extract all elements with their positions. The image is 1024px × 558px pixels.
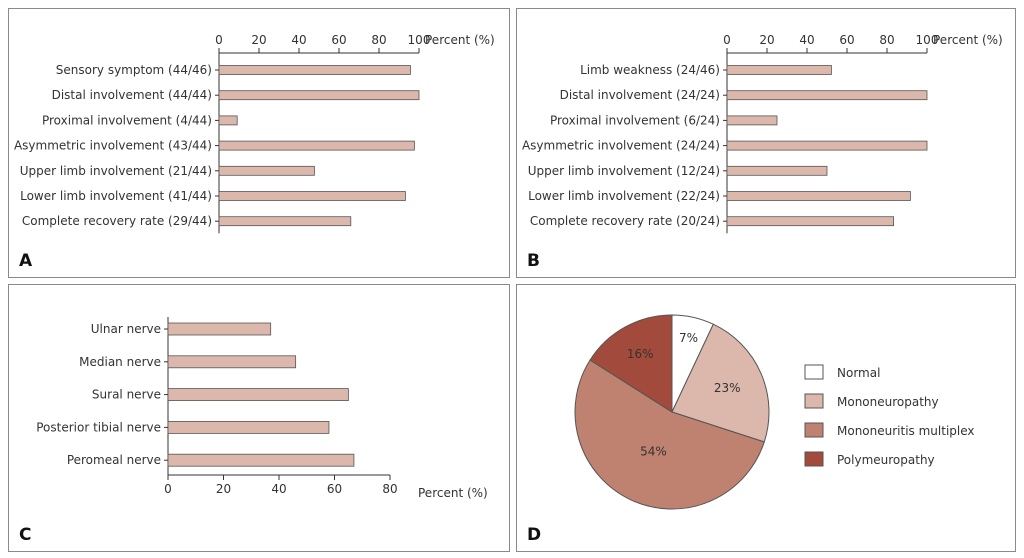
pie-slice xyxy=(671,323,770,443)
category-label-a: Distal involvement (44/44) xyxy=(52,88,212,102)
category-label-a: Sensory symptom (44/46) xyxy=(56,63,212,77)
x-tick-label-a: 100 xyxy=(408,33,431,47)
pie-slice-label: 7% xyxy=(679,331,698,345)
bar-a xyxy=(218,191,406,201)
x-tick-label-c: 40 xyxy=(271,482,286,496)
bar-c xyxy=(167,322,272,336)
bar-b xyxy=(726,216,895,227)
bar-b xyxy=(726,140,928,151)
bar-a xyxy=(218,216,352,227)
bar-c xyxy=(167,355,297,369)
pie-slice-label: 54% xyxy=(640,444,667,458)
category-label-b: Limb weakness (24/46) xyxy=(580,63,720,77)
bar-b xyxy=(726,90,928,101)
bar-b xyxy=(726,115,778,126)
legend-label: Mononeuropathy xyxy=(837,395,939,409)
category-label-c: Sural nerve xyxy=(92,388,161,402)
x-axis-label-b: Percent (%) xyxy=(933,33,1003,47)
pie-slice xyxy=(574,359,765,510)
panel-a: 0 20 40 60 80 100 Percent (%) Sensory symptom (… xyxy=(8,8,510,278)
x-tick-label-a: 60 xyxy=(331,33,346,47)
category-label-c: Posterior tibial nerve xyxy=(36,420,161,434)
bar-a xyxy=(218,140,415,151)
bar-a xyxy=(218,165,315,176)
category-label-b: Proximal involvement (6/24) xyxy=(550,113,720,127)
bar-b xyxy=(726,165,828,176)
pie-slice-label: 23% xyxy=(714,381,741,395)
category-label-a: Complete recovery rate (29/44) xyxy=(22,214,212,228)
x-tick-label-b: 60 xyxy=(839,33,854,47)
x-tick-label-a: 40 xyxy=(291,33,306,47)
category-label-a: Asymmetric involvement (43/44) xyxy=(14,139,212,153)
category-label-a: Proximal involvement (4/44) xyxy=(42,113,212,127)
category-label-c: Peromeal nerve xyxy=(67,453,161,467)
x-tick-label-c: 20 xyxy=(216,482,231,496)
legend-label: Normal xyxy=(837,366,880,380)
category-label-a: Lower limb involvement (41/44) xyxy=(20,189,212,203)
bar-b xyxy=(726,65,832,75)
legend-swatch xyxy=(804,393,824,409)
x-tick-label-b: 20 xyxy=(759,33,774,47)
bar-a xyxy=(218,115,238,126)
panel-label-c: C xyxy=(19,525,32,545)
category-label-b: Complete recovery rate (20/24) xyxy=(530,214,720,228)
bar-c xyxy=(167,453,355,467)
category-label-b: Lower limb involvement (22/24) xyxy=(528,189,720,203)
x-tick-label-a: 0 xyxy=(215,33,223,47)
legend-swatch xyxy=(804,364,824,380)
panel-d: 7% 23% 54% 16% Normal Mononeuropathy Mononeuri… xyxy=(516,284,1016,552)
bar-c xyxy=(167,388,349,401)
x-tick-label-c: 80 xyxy=(382,482,397,496)
x-tick-label-a: 20 xyxy=(251,33,266,47)
pie-slice xyxy=(589,314,673,413)
legend-swatch xyxy=(804,422,824,438)
category-label-c: Ulnar nerve xyxy=(91,322,161,336)
legend-label: Polymeuropathy xyxy=(837,453,935,467)
legend-label: Mononeuritis multiplex xyxy=(837,424,975,438)
category-label-a: Upper limb involvement (21/44) xyxy=(20,164,212,178)
panel-c: 0 20 40 60 80 Percent (%) Ulnar nerve Median ne… xyxy=(8,284,510,552)
legend-swatch xyxy=(804,451,824,467)
bar-a xyxy=(218,90,420,101)
panel-label-d: D xyxy=(527,525,542,545)
x-tick-label-b: 40 xyxy=(799,33,814,47)
x-tick-label-c: 0 xyxy=(164,482,172,496)
x-tick-label-b: 80 xyxy=(879,33,894,47)
panel-label-b: B xyxy=(527,251,540,271)
panel-label-a: A xyxy=(19,251,33,271)
pie-slice-label: 16% xyxy=(627,347,654,361)
bar-b xyxy=(726,191,911,201)
x-tick-label-b: 100 xyxy=(916,33,939,47)
x-tick-label-a: 80 xyxy=(371,33,386,47)
bar-chart-c: 0 20 40 60 80 Percent (%) Ulnar nerve Median ne… xyxy=(36,317,488,500)
category-label-c: Median nerve xyxy=(79,355,161,369)
pie-chart-d: 7% 23% 54% 16% Normal Mononeuropathy Mononeuri… xyxy=(574,314,975,510)
category-label-b: Distal involvement (24/24) xyxy=(560,88,720,102)
panel-b: 0 20 40 60 80 100 Percent (%) Limb weakness (24… xyxy=(516,8,1016,278)
x-axis-label-a: Percent (%) xyxy=(425,33,495,47)
category-label-b: Upper limb involvement (12/24) xyxy=(528,164,720,178)
x-tick-label-b: 0 xyxy=(723,33,731,47)
x-axis-label-c: Percent (%) xyxy=(418,486,488,500)
category-label-b: Asymmetric involvement (24/24) xyxy=(522,139,720,153)
bar-c xyxy=(167,420,330,434)
x-tick-label-c: 60 xyxy=(327,482,342,496)
bar-a xyxy=(218,65,411,75)
